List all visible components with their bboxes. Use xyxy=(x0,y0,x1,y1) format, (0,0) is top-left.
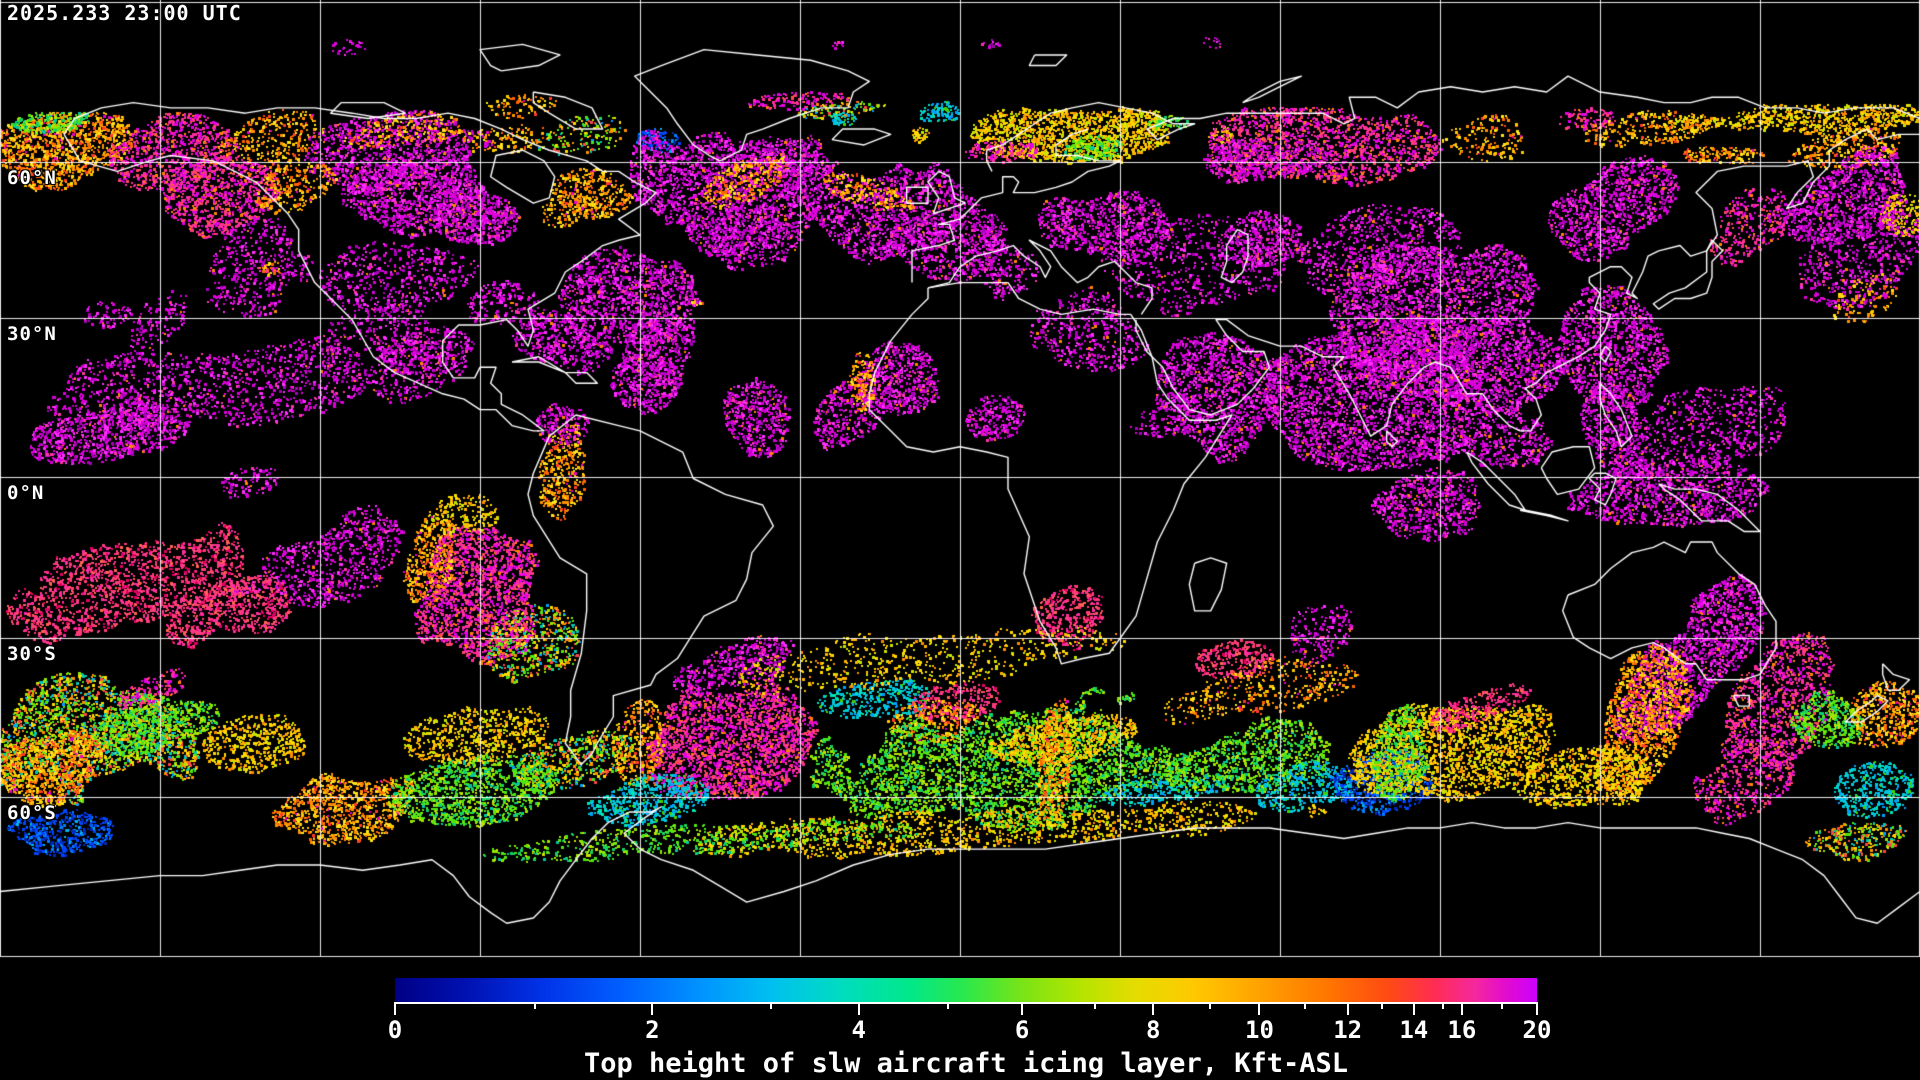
colorbar-tick xyxy=(1152,1002,1155,1015)
colorbar-tick xyxy=(534,1002,537,1009)
colorbar-tick-label: 4 xyxy=(851,1016,866,1044)
colorbar-title: Top height of slw aircraft icing layer, … xyxy=(583,1048,1349,1079)
colorbar-tick xyxy=(1346,1002,1349,1015)
colorbar-axis xyxy=(395,1002,1537,1004)
latitude-label: 30°N xyxy=(7,323,57,345)
latitude-label: 60°S xyxy=(7,802,57,824)
colorbar-tick xyxy=(857,1002,860,1015)
colorbar-tick xyxy=(1441,1002,1444,1009)
colorbar-tick xyxy=(1460,1002,1463,1015)
latitude-label: 60°N xyxy=(7,167,57,189)
colorbar-tick-label: 2 xyxy=(645,1016,660,1044)
colorbar-tick-label: 16 xyxy=(1447,1016,1477,1044)
colorbar-tick xyxy=(1303,1002,1306,1009)
colorbar-tick xyxy=(770,1002,773,1009)
colorbar-tick xyxy=(946,1002,949,1009)
colorbar-tick xyxy=(1380,1002,1383,1009)
latitude-label: 30°S xyxy=(7,643,57,665)
colorbar-tick xyxy=(1021,1002,1024,1015)
colorbar-tick-label: 0 xyxy=(387,1016,403,1044)
latitude-label: 0°N xyxy=(7,482,45,504)
colorbar-tick xyxy=(394,1002,396,1015)
colorbar-tick-label: 10 xyxy=(1245,1016,1274,1044)
colorbar-tick xyxy=(1208,1002,1211,1009)
colorbar-gradient xyxy=(395,978,1537,1002)
colorbar-tick-label: 6 xyxy=(1014,1016,1030,1044)
colorbar-tick xyxy=(1536,1002,1538,1015)
colorbar-tick xyxy=(1258,1002,1261,1015)
colorbar-tick-label: 14 xyxy=(1399,1016,1429,1044)
colorbar-tick-label: 12 xyxy=(1333,1016,1363,1044)
colorbar-tick-label: 20 xyxy=(1522,1016,1552,1044)
colorbar-tick xyxy=(1094,1002,1097,1009)
global-icing-map-canvas xyxy=(0,0,1920,958)
colorbar-tick-label: 8 xyxy=(1146,1016,1161,1044)
timestamp-label: 2025.233 23:00 UTC xyxy=(7,1,242,25)
colorbar-tick xyxy=(651,1002,654,1015)
colorbar-tick xyxy=(1500,1002,1503,1009)
colorbar-tick xyxy=(1412,1002,1415,1015)
